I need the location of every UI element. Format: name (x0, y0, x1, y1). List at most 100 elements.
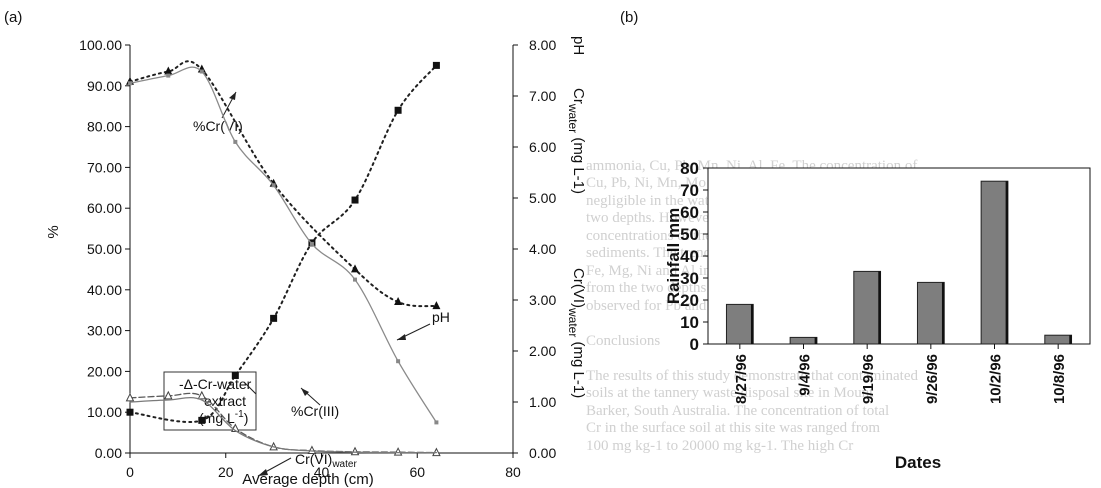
data-point-square (126, 408, 134, 416)
annotation-cr6-water-sub: water (331, 459, 357, 470)
background-text-line: The results of this study demonstrate th… (586, 367, 919, 384)
right-axis-tick-label: 7.00 (529, 88, 556, 104)
data-point-square-small (434, 420, 439, 425)
background-text-line: 100 mg kg-1 to 20000 mg kg-1. The high C… (586, 437, 854, 454)
data-point-square-small (396, 359, 401, 364)
data-point-triangle-open (350, 446, 360, 456)
right-axis-cr6water-unit: (mg L-1) (570, 337, 587, 398)
panel-b-date-label: 9/26/96 (924, 354, 941, 404)
panel-a-label: (a) (4, 9, 22, 26)
panel-b-y-tick-label: 30 (680, 269, 699, 288)
x-axis-tick-label: 0 (126, 464, 134, 480)
data-point-triangle (394, 297, 403, 306)
annotation-cr6-water: Cr(VI) (295, 451, 332, 467)
annotation-ph: pH (432, 309, 450, 325)
left-axis-tick-label: 10.00 (87, 404, 122, 420)
left-axis-tick-label: 30.00 (87, 323, 122, 339)
panel-b-date-label: 9/19/96 (860, 354, 877, 404)
x-axis-tick-label: 80 (505, 464, 521, 480)
left-axis-tick-label: 0.00 (95, 445, 122, 461)
panel-b-y-tick-label: 20 (680, 291, 699, 310)
annotation-cr6-percent: %Cr(VI) (193, 118, 243, 134)
left-axis-tick-label: 70.00 (87, 159, 122, 175)
panel-b-y-axis-title: Rainfall mm (664, 208, 683, 304)
data-point-triangle-open (307, 445, 317, 455)
panel-b-y-tick-label: 0 (690, 335, 699, 354)
panel-b-date-label: 10/2/96 (988, 354, 1005, 404)
background-text-line: Conclusions (586, 332, 661, 349)
left-axis-tick-label: 20.00 (87, 363, 122, 379)
panel-a-right-axis-ph-title: pH (570, 36, 587, 55)
rainfall-bar (916, 281, 945, 345)
annotation-cr6-percent-arrowhead (229, 92, 236, 100)
right-axis-tick-label: 2.00 (529, 343, 556, 359)
data-point-square (394, 106, 402, 114)
data-point-triangle-open (125, 392, 135, 402)
panel-a-axes: 0.00 10.00 20.00 30.00 40.00 50.00 60.00 70.00 8… (79, 37, 556, 480)
right-axis-tick-label: 8.00 (529, 37, 556, 53)
rainfall-bar (725, 303, 754, 345)
svg-text:Cr(VI)water: Cr(VI)water (295, 451, 357, 470)
panel-b-date-label: 10/8/96 (1051, 354, 1068, 404)
panel-b-plot: 0 10 20 30 40 50 60 70 80 8/27/96 9/4/96 9/19/96 9/2… (680, 159, 1091, 404)
series-line--cr-iii- (129, 64, 438, 423)
data-point-square-small (233, 139, 238, 144)
right-axis-tick-label: 3.00 (529, 292, 556, 308)
svg-text:Crwater (mg L-1): Crwater (mg L-1) (566, 88, 587, 194)
right-axis-tick-label: 1.00 (529, 394, 556, 410)
annotation-cr6-water-arrowhead (258, 469, 268, 476)
right-axis-crwater-unit: (mg L-1) (570, 133, 587, 194)
background-text-line: soils at the tannery waste disposal site… (586, 385, 874, 401)
rainfall-bar (853, 270, 882, 345)
series-line-cr-vi-water (129, 397, 438, 454)
series-line-ph (129, 66, 438, 424)
legend-cr-water: -Δ-Cr-water (179, 376, 252, 392)
data-point-square-small (166, 73, 171, 78)
data-point-triangle-open (393, 447, 403, 456)
background-text-line: Barker, South Australia. The concentrati… (586, 402, 890, 419)
panel-b-y-tick-label: 60 (680, 203, 699, 222)
annotation-cr3-percent: %Cr(III) (291, 403, 339, 419)
x-axis-tick-label: 20 (218, 464, 234, 480)
panel-a-left-axis-title: % (45, 225, 62, 238)
panel-b-y-tick-label: 70 (680, 181, 699, 200)
data-point-square (432, 61, 440, 69)
legend-extract: extract (204, 393, 246, 409)
panel-b-y-tick-label: 80 (680, 159, 699, 178)
data-point-square-small (353, 277, 358, 282)
panel-b-label: (b) (620, 9, 638, 26)
data-point-square-small (271, 183, 276, 188)
data-point-triangle-open (163, 390, 173, 400)
panel-a-right-axis-cr6water-title: Cr(VI)water (mg L-1) (566, 268, 587, 398)
right-axis-crwater-sub: water (566, 103, 580, 133)
panel-b-y-tick-label: 40 (680, 247, 699, 266)
left-axis-tick-label: 60.00 (87, 200, 122, 216)
left-axis-tick-label: 90.00 (87, 78, 122, 94)
right-axis-tick-label: 6.00 (529, 139, 556, 155)
data-point-square (351, 196, 359, 204)
svg-text:Cr(VI)water (mg L-1): Cr(VI)water (mg L-1) (566, 268, 587, 398)
legend-unit-sup: -1 (235, 409, 244, 420)
rainfall-bar (980, 180, 1009, 345)
data-point-square-small (199, 69, 204, 74)
data-point-triangle (351, 264, 360, 273)
panel-b-y-tick-label: 50 (680, 225, 699, 244)
right-axis-crwater-label: Cr (570, 88, 587, 104)
right-axis-cr6water-sub: water (566, 307, 580, 337)
annotation-cr3-percent-arrowhead (301, 388, 309, 396)
left-axis-tick-label: 100.00 (79, 37, 122, 53)
x-axis-tick-label: 60 (409, 464, 425, 480)
panel-a-series (125, 60, 441, 457)
left-axis-tick-label: 50.00 (87, 241, 122, 257)
right-axis-tick-label: 4.00 (529, 241, 556, 257)
data-point-square (198, 416, 206, 424)
legend-box (163, 371, 257, 431)
panel-b-x-axis-title: Dates (895, 453, 941, 472)
data-point-triangle (432, 301, 441, 310)
panel-b-date-label: 8/27/96 (733, 354, 750, 404)
data-point-triangle (164, 66, 173, 75)
background-text-line: observed for Pb and S. (586, 297, 723, 314)
left-axis-tick-label: 40.00 (87, 282, 122, 298)
